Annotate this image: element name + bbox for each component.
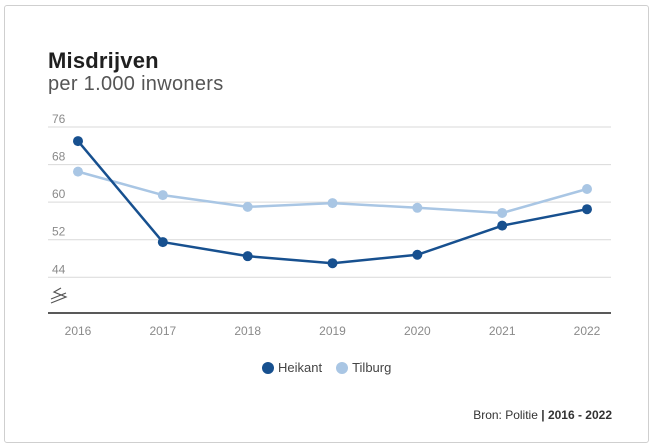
data-point-tilburg-2018: [242, 201, 253, 212]
data-point-heikant-2021: [497, 220, 508, 231]
y-tick-label-44: 44: [52, 262, 66, 276]
source-note: Bron: Politie | 2016 - 2022: [473, 408, 612, 422]
data-point-heikant-2020: [412, 249, 423, 260]
data-point-heikant-2018: [242, 251, 253, 262]
data-point-tilburg-2022: [582, 184, 592, 194]
legend-label-heikant: Heikant: [278, 360, 323, 375]
data-point-tilburg-2016: [73, 166, 83, 177]
chart-card: [4, 5, 649, 443]
x-tick-label-2019: 2019: [319, 324, 346, 338]
source-years: 2016 - 2022: [547, 408, 612, 422]
data-point-tilburg-2021: [497, 207, 508, 218]
x-tick-label-2018: 2018: [234, 324, 261, 338]
data-point-heikant-2017: [157, 237, 168, 248]
y-tick-label-68: 68: [52, 150, 66, 164]
source-separator: |: [541, 408, 545, 422]
axis-break-icon: [50, 287, 68, 304]
data-point-tilburg-2020: [412, 202, 423, 213]
data-point-heikant-2016: [73, 136, 83, 147]
y-tick-label-76: 76: [52, 112, 66, 126]
legend-marker-heikant: [262, 361, 274, 374]
x-tick-label-2020: 2020: [404, 324, 431, 338]
chart-subtitle: per 1.000 inwoners: [48, 73, 224, 95]
legend-item-tilburg[interactable]: Tilburg: [336, 360, 391, 375]
data-point-heikant-2019: [327, 258, 338, 269]
y-tick-label-52: 52: [52, 225, 66, 239]
x-tick-label-2017: 2017: [149, 324, 176, 338]
y-tick-label-60: 60: [52, 187, 66, 201]
chart-legend: Heikant Tilburg: [262, 360, 391, 375]
chart-title: Misdrijven: [48, 48, 159, 73]
data-point-tilburg-2017: [157, 190, 168, 201]
x-tick-label-2016: 2016: [65, 324, 92, 338]
source-prefix: Bron: Politie: [473, 408, 538, 422]
legend-marker-tilburg: [336, 361, 349, 374]
x-tick-label-2021: 2021: [489, 324, 516, 338]
legend-item-heikant[interactable]: Heikant: [262, 360, 322, 375]
x-tick-label-2022: 2022: [574, 324, 601, 338]
legend-label-tilburg: Tilburg: [352, 360, 392, 375]
data-point-heikant-2022: [582, 204, 592, 215]
data-point-tilburg-2019: [327, 198, 338, 209]
